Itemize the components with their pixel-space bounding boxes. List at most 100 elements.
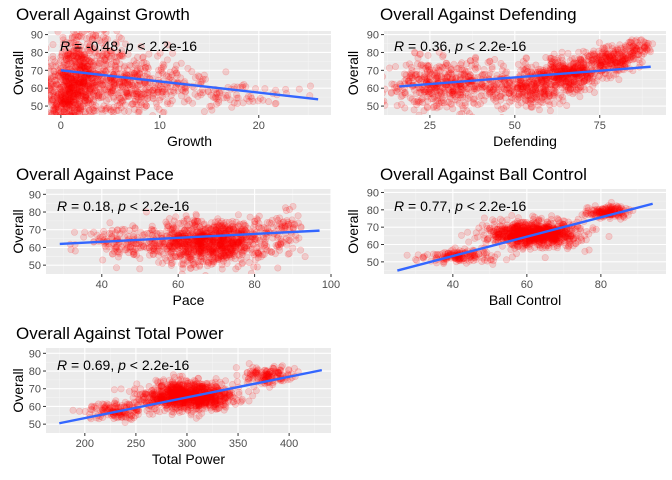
scatter-point <box>75 50 83 58</box>
scatter-point <box>521 60 529 68</box>
scatter-point <box>48 74 51 82</box>
scatter-point <box>137 92 145 100</box>
scatter-point <box>464 72 472 80</box>
scatter-point <box>155 105 163 113</box>
scatter-point <box>514 95 522 103</box>
scatter-point <box>77 61 85 69</box>
scatter-point <box>156 94 164 102</box>
scatter-point <box>618 52 626 60</box>
scatter-point <box>573 81 581 89</box>
scatter-point <box>92 81 100 89</box>
scatter-point <box>139 53 147 61</box>
scatter-point <box>118 78 126 86</box>
scatter-point <box>92 44 100 52</box>
scatter-point <box>116 84 124 92</box>
scatter-point <box>53 81 61 89</box>
scatter-point <box>531 93 539 101</box>
scatter-point <box>599 44 607 52</box>
scatter-point <box>85 107 93 115</box>
scatter-point <box>457 85 465 93</box>
scatter-point <box>72 63 80 71</box>
scatter-point <box>535 81 543 89</box>
scatter-point <box>64 88 72 96</box>
scatter-point <box>191 221 199 229</box>
scatter-point <box>541 92 549 100</box>
scatter-point <box>87 58 95 66</box>
x-tick-label: 40 <box>96 279 108 291</box>
scatter-point <box>79 58 87 66</box>
scatter-point <box>141 103 149 111</box>
scatter-point <box>155 258 163 266</box>
scatter-point <box>634 51 642 59</box>
scatter-point <box>135 106 143 114</box>
scatter-point <box>630 55 638 63</box>
scatter-point <box>108 52 116 60</box>
scatter-point <box>401 90 409 98</box>
scatter-point <box>456 73 464 81</box>
scatter-point <box>82 56 90 64</box>
scatter-point <box>557 63 565 71</box>
scatter-point <box>84 96 92 104</box>
scatter-point <box>422 74 430 82</box>
scatter-point <box>91 57 99 65</box>
scatter-point <box>539 89 547 97</box>
scatter-point <box>70 90 78 98</box>
scatter-point <box>81 99 89 107</box>
scatter-point <box>565 81 573 89</box>
scatter-point <box>255 250 263 258</box>
scatter-point <box>159 109 167 115</box>
scatter-point <box>171 225 179 233</box>
scatter-point <box>88 88 96 96</box>
scatter-point <box>117 104 125 112</box>
scatter-point <box>546 83 554 91</box>
scatter-point <box>474 64 482 72</box>
scatter-point <box>74 88 82 96</box>
scatter-point <box>50 106 58 114</box>
scatter-point <box>70 84 78 92</box>
scatter-point <box>81 88 89 96</box>
scatter-point <box>538 79 546 87</box>
scatter-point <box>549 92 557 100</box>
scatter-point <box>516 79 524 87</box>
scatter-point <box>183 95 191 103</box>
scatter-point <box>450 60 458 68</box>
scatter-point <box>74 91 82 99</box>
scatter-point <box>132 67 140 75</box>
scatter-point <box>54 111 61 115</box>
scatter-point <box>223 244 231 252</box>
scatter-point <box>81 144 87 150</box>
scatter-point <box>602 61 610 69</box>
scatter-point <box>185 254 193 262</box>
scatter-point <box>525 78 533 86</box>
scatter-point <box>518 89 526 97</box>
scatter-point <box>432 97 440 105</box>
scatter-point <box>168 221 176 229</box>
scatter-point <box>445 70 453 78</box>
scatter-point <box>533 79 541 87</box>
scatter-point <box>508 97 516 105</box>
scatter-point <box>523 84 531 92</box>
scatter-point <box>195 239 203 247</box>
scatter-point <box>104 35 112 43</box>
scatter-point <box>50 88 58 96</box>
scatter-point <box>83 98 91 106</box>
scatter-point <box>414 97 422 105</box>
scatter-point <box>220 254 228 262</box>
scatter-point <box>608 45 616 53</box>
scatter-point <box>226 225 234 233</box>
scatter-point <box>104 91 112 99</box>
scatter-point <box>91 92 99 100</box>
scatter-point <box>80 62 88 70</box>
scatter-point <box>173 253 181 261</box>
scatter-point <box>64 75 72 83</box>
scatter-point <box>240 81 248 89</box>
scatter-point <box>517 67 525 75</box>
scatter-point <box>605 53 613 61</box>
scatter-point <box>574 59 582 67</box>
scatter-point <box>59 100 67 108</box>
scatter-point <box>486 86 494 94</box>
scatter-point <box>113 97 121 105</box>
scatter-point <box>616 59 624 67</box>
scatter-point <box>76 89 84 97</box>
scatter-point <box>418 75 426 83</box>
